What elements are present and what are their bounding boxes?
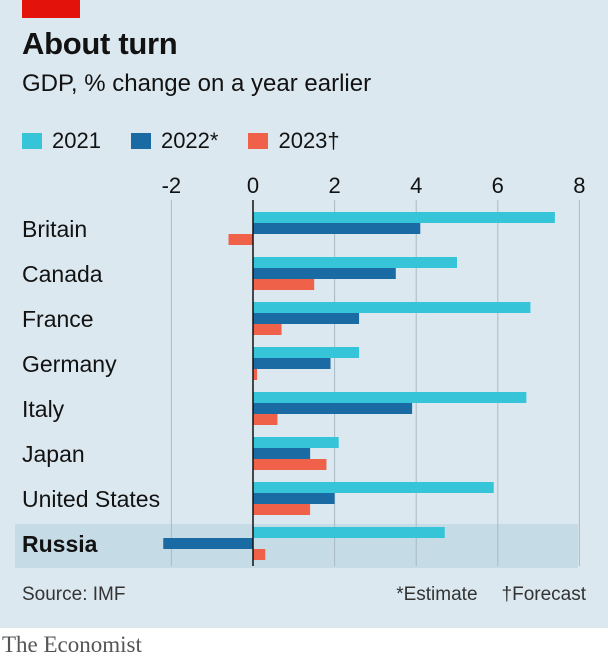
bar-2023-russia [253,549,266,560]
bar-2021-britain [253,212,555,223]
brand-logo-text: The Economist [2,632,142,657]
legend-swatch-2021 [22,133,42,149]
chart-subtitle: GDP, % change on a year earlier [22,70,372,97]
x-tick-label: 0 [247,173,259,198]
bar-2022-canada [253,268,396,279]
footnotes: *Estimate †Forecast [372,584,586,606]
category-label: Japan [22,441,85,467]
bar-2021-united-states [253,482,494,493]
bar-2023-canada [253,279,315,290]
x-tick-label: 8 [573,173,585,198]
legend-swatch-2023 [248,133,269,149]
bar-2023-united-states [253,504,311,515]
legend-label-2022: 2022* [160,128,219,153]
chart-title: About turn [22,26,178,61]
legend-label-2021: 2021 [52,128,101,153]
footnote-forecast: †Forecast [501,584,586,605]
x-tick-label: -2 [162,173,182,198]
category-label: Germany [22,351,117,377]
legend-item-2022: 2022* [130,128,219,154]
bar-2021-germany [253,347,360,358]
legend-label-2023: 2023† [278,128,340,153]
category-label: Canada [22,261,103,287]
bar-2022-germany [253,358,331,369]
bar-2023-france [253,324,282,335]
x-tick-label: 6 [492,173,504,198]
bar-2023-germany [253,369,258,380]
bar-2023-italy [253,414,278,425]
brand-red-tag [22,0,80,18]
bar-2022-russia [163,538,253,549]
category-label: Italy [22,396,65,422]
bar-chart: -2 0 2 4 6 8 Britain Canada France Germany Italy Ja… [15,173,586,568]
bar-2022-japan [253,448,311,459]
bar-2022-italy [253,403,413,414]
bar-2022-united-states [253,493,335,504]
category-label: Russia [22,531,98,557]
bar-2021-japan [253,437,339,448]
bar-2021-russia [253,527,445,538]
category-label: Britain [22,216,87,242]
bar-2021-italy [253,392,527,403]
bar-2021-france [253,302,531,313]
legend: 2021 2022* 2023† [22,128,370,154]
bar-2023-britain [228,234,253,245]
bar-2022-britain [253,223,421,234]
bar-2023-japan [253,459,327,470]
x-tick-label: 4 [410,173,422,198]
category-label: France [22,306,94,332]
bar-2022-france [253,313,360,324]
source-note: Source: IMF [22,584,126,605]
legend-swatch-2022 [130,133,151,149]
bar-2021-canada [253,257,457,268]
footnote-estimate: *Estimate [396,584,478,605]
legend-item-2023: 2023† [248,128,340,154]
legend-item-2021: 2021 [22,128,101,154]
category-label: United States [22,486,160,512]
x-tick-label: 2 [328,173,340,198]
